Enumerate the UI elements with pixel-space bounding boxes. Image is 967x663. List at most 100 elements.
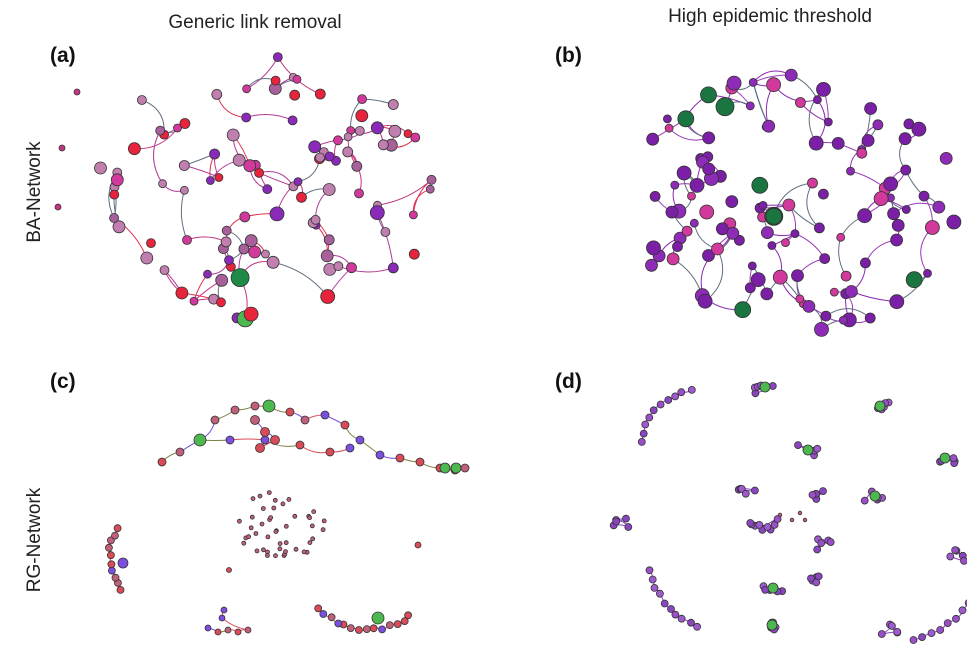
node xyxy=(189,296,199,306)
node xyxy=(883,176,898,192)
node xyxy=(266,255,280,269)
node xyxy=(645,566,654,575)
node xyxy=(136,95,147,105)
node xyxy=(218,614,226,622)
node xyxy=(702,131,716,145)
node xyxy=(111,531,119,540)
edge xyxy=(838,237,847,277)
node xyxy=(244,234,258,248)
node xyxy=(612,517,621,526)
node xyxy=(767,582,779,594)
node xyxy=(273,529,279,534)
node xyxy=(648,575,657,584)
node xyxy=(823,117,833,127)
node xyxy=(807,177,818,189)
node xyxy=(225,435,235,445)
node xyxy=(745,101,755,111)
node xyxy=(923,268,932,278)
node xyxy=(711,242,724,256)
node xyxy=(918,633,926,641)
node xyxy=(173,123,182,133)
edge xyxy=(186,236,227,243)
nodes xyxy=(54,52,967,644)
node xyxy=(898,132,912,146)
node xyxy=(746,519,755,527)
node xyxy=(109,189,120,200)
node xyxy=(791,269,804,283)
node xyxy=(813,444,822,453)
node xyxy=(249,514,255,520)
node xyxy=(693,622,701,631)
edge xyxy=(184,165,220,178)
node xyxy=(385,621,394,629)
node xyxy=(333,135,343,146)
node xyxy=(932,200,946,214)
node xyxy=(687,385,696,394)
node xyxy=(767,241,777,250)
node xyxy=(369,624,378,633)
node xyxy=(269,206,285,222)
node xyxy=(375,450,385,460)
node xyxy=(699,204,715,220)
node xyxy=(343,132,353,142)
node xyxy=(179,118,191,129)
node xyxy=(260,249,270,259)
node xyxy=(641,420,650,429)
edge xyxy=(806,182,820,229)
row-title: BA-Network xyxy=(24,141,45,243)
node xyxy=(802,444,814,456)
node xyxy=(860,257,871,269)
node xyxy=(289,89,301,101)
node xyxy=(346,262,357,274)
node xyxy=(307,540,313,545)
node xyxy=(270,435,280,445)
node xyxy=(741,489,750,498)
node xyxy=(333,261,344,272)
node xyxy=(672,241,683,253)
node xyxy=(677,388,686,397)
node xyxy=(410,132,421,143)
node xyxy=(265,534,271,540)
node xyxy=(766,77,781,93)
node xyxy=(238,243,250,255)
node xyxy=(681,225,693,237)
node xyxy=(250,496,256,502)
node xyxy=(677,110,695,128)
node xyxy=(846,166,855,176)
edge xyxy=(299,444,331,454)
node xyxy=(271,505,277,511)
node xyxy=(831,136,845,150)
node xyxy=(393,620,402,628)
node xyxy=(320,410,330,420)
node xyxy=(820,310,832,322)
node xyxy=(380,227,391,237)
node xyxy=(345,443,355,453)
node xyxy=(220,236,232,248)
node xyxy=(869,490,881,502)
node xyxy=(264,553,270,558)
node xyxy=(370,121,384,135)
panel-label: (c) xyxy=(50,370,76,393)
node xyxy=(266,490,272,496)
node xyxy=(334,619,343,628)
node xyxy=(230,405,240,415)
node xyxy=(814,572,823,581)
node xyxy=(378,625,387,634)
node xyxy=(802,299,816,313)
node xyxy=(211,89,223,100)
node xyxy=(911,121,927,137)
node xyxy=(94,161,107,175)
column-title: Generic link removal xyxy=(168,12,341,33)
node xyxy=(702,162,716,176)
node xyxy=(888,622,896,630)
node xyxy=(663,114,672,124)
node xyxy=(748,78,758,87)
node xyxy=(726,226,740,240)
edge xyxy=(216,94,247,118)
edge xyxy=(246,113,293,121)
node xyxy=(664,123,674,133)
node xyxy=(960,557,967,565)
node xyxy=(650,584,659,592)
node xyxy=(891,218,905,232)
node xyxy=(127,142,141,156)
